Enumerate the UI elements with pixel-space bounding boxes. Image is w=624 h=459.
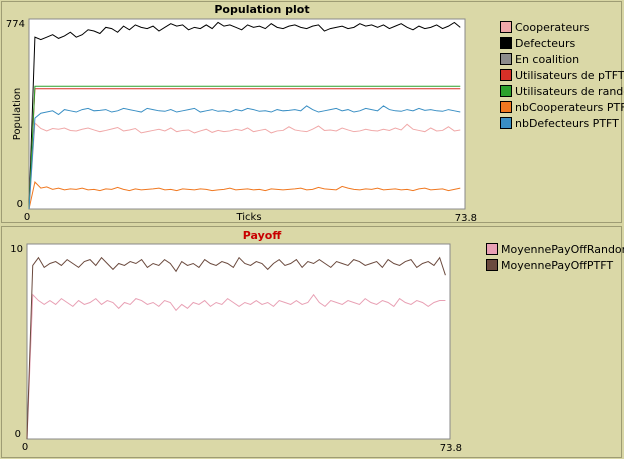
legend-label: MoyennePayOffPTFT [501, 258, 614, 272]
legend-entry-utilisateurs-de-random: Utilisateurs de random [500, 83, 624, 99]
legend-label: nbCooperateurs PTFT [515, 100, 624, 114]
chart-title: Population plot [214, 3, 310, 16]
x-tick-label: 73.8 [440, 443, 462, 454]
series-line-utilisateurs-de-random [28, 85, 461, 210]
legend-label: Defecteurs [515, 36, 576, 50]
legend-label: En coalition [515, 52, 580, 66]
y-tick-label: 0 [15, 429, 21, 440]
legend-entry-nbcooperateurs-ptft: nbCooperateurs PTFT [500, 99, 624, 115]
legend-entry-utilisateurs-de-ptft: Utilisateurs de pTFT [500, 67, 624, 83]
legend-swatch [500, 69, 512, 81]
payoff-chart: 10 00 73.8 [10, 243, 462, 454]
series-line-moyennepayoffptft [26, 256, 446, 440]
legend-label: Utilisateurs de pTFT [515, 68, 624, 82]
legend-entry-moyennepayoffrandom: MoyennePayOffRandom [486, 241, 624, 257]
legend-entry-cooperateurs: Cooperateurs [500, 19, 624, 35]
legend-swatch [500, 85, 512, 97]
y-tick-label: 774 [6, 19, 25, 30]
series-line-utilisateurs-de-ptft [28, 88, 461, 210]
legend-swatch [500, 101, 512, 113]
legend-swatch [500, 53, 512, 65]
legend-label: Cooperateurs [515, 20, 590, 34]
y-tick-label: 0 [17, 199, 23, 210]
legend-entry-moyennepayoffptft: MoyennePayOffPTFT [486, 257, 624, 273]
series-line-nbdefecteurs-ptft [28, 105, 461, 210]
population-plot-panel: Population plot 774 0 0 73.8 Ticks Population… [1, 1, 624, 223]
x-tick-label: 0 [24, 212, 30, 222]
legend-swatch [486, 259, 498, 271]
plot-area [26, 243, 451, 440]
chart-legend: Cooperateurs Defecteurs En coalition Utilis… [500, 19, 624, 131]
legend-entry-nbdefecteurs-ptft: nbDefecteurs PTFT [500, 115, 624, 131]
legend-entry-en-coalition: En coalition [500, 51, 624, 67]
legend-label: MoyennePayOffRandom [501, 242, 624, 256]
x-tick-label: 0 [22, 442, 28, 453]
y-axis-label: Population [12, 88, 23, 141]
plot-area [28, 18, 466, 210]
x-tick-label: 73.8 [455, 213, 477, 222]
y-tick-label: 10 [10, 244, 23, 255]
series-line-moyennepayoffrandom [26, 293, 446, 440]
legend-swatch [500, 21, 512, 33]
chart-legend: MoyennePayOffRandom MoyennePayOffPTFT [486, 241, 624, 273]
population-chart: 774 00 73.8 Ticks Population [6, 18, 477, 222]
series-line-cooperateurs [28, 122, 461, 210]
chart-title: Payoff [242, 229, 282, 242]
legend-label: nbDefecteurs PTFT [515, 116, 619, 130]
legend-swatch [500, 117, 512, 129]
legend-label: Utilisateurs de random [515, 84, 624, 98]
legend-swatch [486, 243, 498, 255]
x-axis-label: Ticks [235, 212, 261, 222]
legend-entry-defecteurs: Defecteurs [500, 35, 624, 51]
payoff-plot-panel: Payoff 10 0 0 73.8 MoyennePayOffRandom Moyen… [1, 226, 624, 458]
series-line-defecteurs [28, 21, 461, 210]
series-line-nbcooperateurs-ptft [28, 180, 461, 210]
legend-swatch [500, 37, 512, 49]
